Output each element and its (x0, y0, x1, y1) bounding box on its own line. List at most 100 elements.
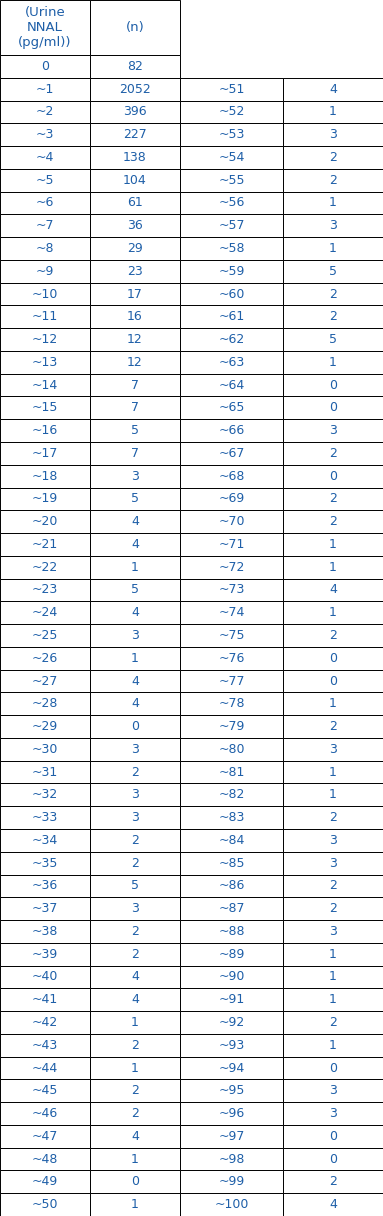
Text: ~62: ~62 (218, 333, 245, 347)
Bar (0, 738, 90, 761)
Bar (283, 169, 383, 192)
Text: 2: 2 (131, 766, 139, 778)
Bar (90, 715, 180, 738)
Bar (90, 897, 180, 921)
Bar (0, 761, 90, 783)
Text: 1: 1 (131, 1017, 139, 1029)
Bar (0, 874, 90, 897)
Text: ~27: ~27 (32, 675, 58, 687)
Bar (180, 192, 283, 214)
Bar (180, 101, 283, 123)
Text: ~15: ~15 (32, 401, 58, 415)
Bar (90, 1034, 180, 1057)
Text: ~46: ~46 (32, 1107, 58, 1120)
Text: 36: 36 (127, 219, 143, 232)
Bar (283, 897, 383, 921)
Text: ~93: ~93 (218, 1038, 245, 1052)
Text: 1: 1 (329, 197, 337, 209)
Bar (0, 488, 90, 511)
Text: 7: 7 (131, 447, 139, 460)
Bar (180, 373, 283, 396)
Bar (0, 624, 90, 647)
Text: 4: 4 (131, 697, 139, 710)
Bar (90, 441, 180, 465)
Text: ~85: ~85 (218, 856, 245, 869)
Bar (0, 511, 90, 533)
Text: ~82: ~82 (218, 788, 245, 801)
Text: 3: 3 (131, 469, 139, 483)
Bar (90, 829, 180, 851)
Bar (0, 942, 90, 966)
Text: 2: 2 (131, 834, 139, 846)
Text: ~53: ~53 (218, 128, 245, 141)
Text: 2: 2 (329, 151, 337, 164)
Bar (0, 260, 90, 282)
Bar (0, 1057, 90, 1080)
Text: ~68: ~68 (218, 469, 245, 483)
Text: ~4: ~4 (36, 151, 54, 164)
Text: 1: 1 (329, 356, 337, 368)
Bar (180, 123, 283, 146)
Text: ~54: ~54 (218, 151, 245, 164)
Bar (180, 1148, 283, 1171)
Text: ~50: ~50 (32, 1198, 58, 1211)
Text: 3: 3 (131, 743, 139, 756)
Bar (283, 146, 383, 169)
Text: ~14: ~14 (32, 378, 58, 392)
Text: 82: 82 (127, 60, 143, 73)
Bar (0, 806, 90, 829)
Bar (0, 101, 90, 123)
Bar (0, 441, 90, 465)
Text: ~90: ~90 (218, 970, 245, 984)
Text: ~51: ~51 (218, 83, 245, 96)
Bar (283, 305, 383, 328)
Text: ~9: ~9 (36, 265, 54, 277)
Text: 17: 17 (127, 287, 143, 300)
Text: 1: 1 (329, 607, 337, 619)
Text: 3: 3 (131, 629, 139, 642)
Bar (0, 169, 90, 192)
Bar (90, 1193, 180, 1216)
Bar (0, 123, 90, 146)
Bar (0, 0, 90, 55)
Bar (180, 420, 283, 441)
Text: ~55: ~55 (218, 174, 245, 187)
Text: ~99: ~99 (218, 1176, 245, 1188)
Bar (283, 874, 383, 897)
Text: 12: 12 (127, 333, 143, 347)
Text: ~78: ~78 (218, 697, 245, 710)
Bar (283, 260, 383, 282)
Bar (90, 101, 180, 123)
Text: ~57: ~57 (218, 219, 245, 232)
Bar (90, 670, 180, 692)
Text: ~98: ~98 (218, 1153, 245, 1166)
Text: 2: 2 (131, 1085, 139, 1097)
Text: ~38: ~38 (32, 925, 58, 938)
Text: 2: 2 (329, 447, 337, 460)
Bar (90, 123, 180, 146)
Bar (180, 465, 283, 488)
Text: 3: 3 (131, 811, 139, 824)
Bar (180, 783, 283, 806)
Bar (180, 874, 283, 897)
Text: ~97: ~97 (218, 1130, 245, 1143)
Text: 4: 4 (131, 1130, 139, 1143)
Text: ~70: ~70 (218, 516, 245, 528)
Text: 2: 2 (329, 902, 337, 916)
Text: 2: 2 (329, 811, 337, 824)
Text: ~26: ~26 (32, 652, 58, 665)
Bar (180, 829, 283, 851)
Bar (0, 305, 90, 328)
Text: 2: 2 (329, 1017, 337, 1029)
Text: ~52: ~52 (218, 106, 245, 118)
Text: 4: 4 (329, 83, 337, 96)
Text: ~89: ~89 (218, 947, 245, 961)
Bar (283, 78, 383, 101)
Bar (90, 738, 180, 761)
Text: ~37: ~37 (32, 902, 58, 916)
Bar (0, 282, 90, 305)
Text: 3: 3 (329, 219, 337, 232)
Bar (180, 1125, 283, 1148)
Text: ~76: ~76 (218, 652, 245, 665)
Bar (90, 1057, 180, 1080)
